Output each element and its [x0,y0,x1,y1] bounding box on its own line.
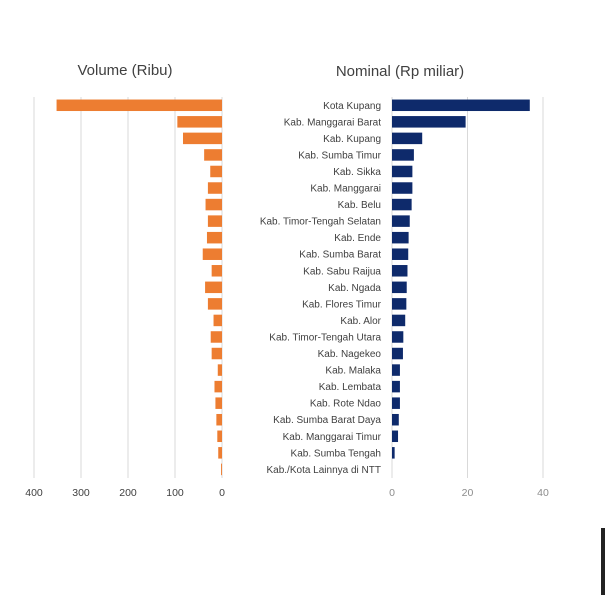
nominal-bar [392,413,399,426]
left-gridlines [33,97,223,478]
volume-bar [206,231,222,244]
category-label: Kab. Ende [334,233,381,244]
volume-bar [211,265,222,277]
category-label: Kab. Nagekeo [318,349,382,360]
nominal-bar [392,397,400,409]
nominal-tick-label: 20 [462,487,474,499]
volume-bar [217,430,222,443]
nominal-bar [392,165,413,178]
category-label: Kab. Timor-Tengah Utara [269,332,381,343]
nominal-bar [392,281,407,294]
category-label: Kab. Manggarai [310,184,381,195]
right-chart-title: Nominal (Rp miliar) [336,63,464,80]
volume-bar [56,99,223,112]
nominal-tick-label: 0 [389,487,395,499]
category-label: Kab. Manggarai Barat [284,117,382,128]
volume-bar [221,463,222,476]
volume-bar [215,397,222,409]
nominal-bar [392,248,409,260]
category-label: Kab. Sumba Barat [299,250,381,261]
volume-bar [204,149,222,161]
volume-bar [217,364,222,376]
nominal-bar [392,182,413,194]
volume-tick-label: 0 [219,487,225,499]
nominal-bar [392,116,466,128]
volume-bar [216,413,222,426]
category-label: Kab. Sikka [333,167,381,178]
nominal-bar [392,198,412,211]
nominal-bar [392,314,406,327]
nominal-bar [392,430,399,443]
volume-bar [218,447,222,459]
volume-bar [210,165,222,178]
nominal-bar [392,99,530,112]
category-label: Kab. Ngada [328,283,381,294]
category-labels: Kota Kupang Kab. Manggarai Barat Kab. Kupa… [260,101,382,476]
left-chart-title: Volume (Ribu) [77,62,172,79]
volume-bar [205,198,222,211]
volume-tick-label: 400 [25,487,43,499]
volume-bar [213,314,222,327]
volume-bar [211,347,222,360]
category-label: Kab. Sabu Raijua [303,266,381,277]
nominal-bar [392,364,400,376]
nominal-bar [392,447,395,459]
category-label: Kab. Sumba Barat Daya [273,415,381,426]
nominal-bar [392,215,410,227]
volume-bar [202,248,222,260]
category-label: Kab. Kupang [323,134,381,145]
right-gridlines [391,97,544,478]
volume-bars [56,99,223,476]
category-label: Kab./Kota Lainnya di NTT [266,465,381,476]
category-label: Kota Kupang [323,101,381,112]
category-label: Kab. Rote Ndao [310,399,382,410]
nominal-bar [392,149,414,161]
category-label: Kab. Lembata [319,382,382,393]
nominal-bar [392,380,400,393]
volume-tick-label: 300 [72,487,90,499]
nominal-bar [392,331,404,343]
category-label: Kab. Malaka [325,366,381,377]
category-label: Kab. Flores Timur [302,299,382,310]
volume-tick-label: 200 [119,487,137,499]
volume-bar [207,182,222,194]
category-label: Kab. Belu [338,200,381,211]
window-edge [601,528,605,595]
volume-bar [214,380,222,393]
nominal-bar [392,347,403,360]
nominal-bar [392,132,423,145]
category-label: Kab. Timor-Tengah Selatan [260,217,381,228]
nominal-tick-label: 40 [537,487,549,499]
nominal-axis-ticks: 0 20 40 [389,487,549,499]
volume-tick-label: 100 [166,487,184,499]
volume-bar [177,116,222,128]
nominal-bar [392,298,407,310]
volume-bar [207,215,222,227]
volume-bar [182,132,222,145]
nominal-bar [392,265,408,277]
nominal-bar [392,231,409,244]
category-label: Kab. Sumba Timur [298,150,381,161]
volume-bar [210,331,222,343]
category-label: Kab. Manggarai Timur [283,432,382,443]
volume-bar [205,281,222,294]
nominal-bars [392,99,530,459]
category-label: Kab. Sumba Tengah [291,448,381,459]
volume-axis-ticks: 400 300 200 100 0 [25,487,225,499]
category-label: Kab. Alor [340,316,381,327]
volume-bar [207,298,222,310]
